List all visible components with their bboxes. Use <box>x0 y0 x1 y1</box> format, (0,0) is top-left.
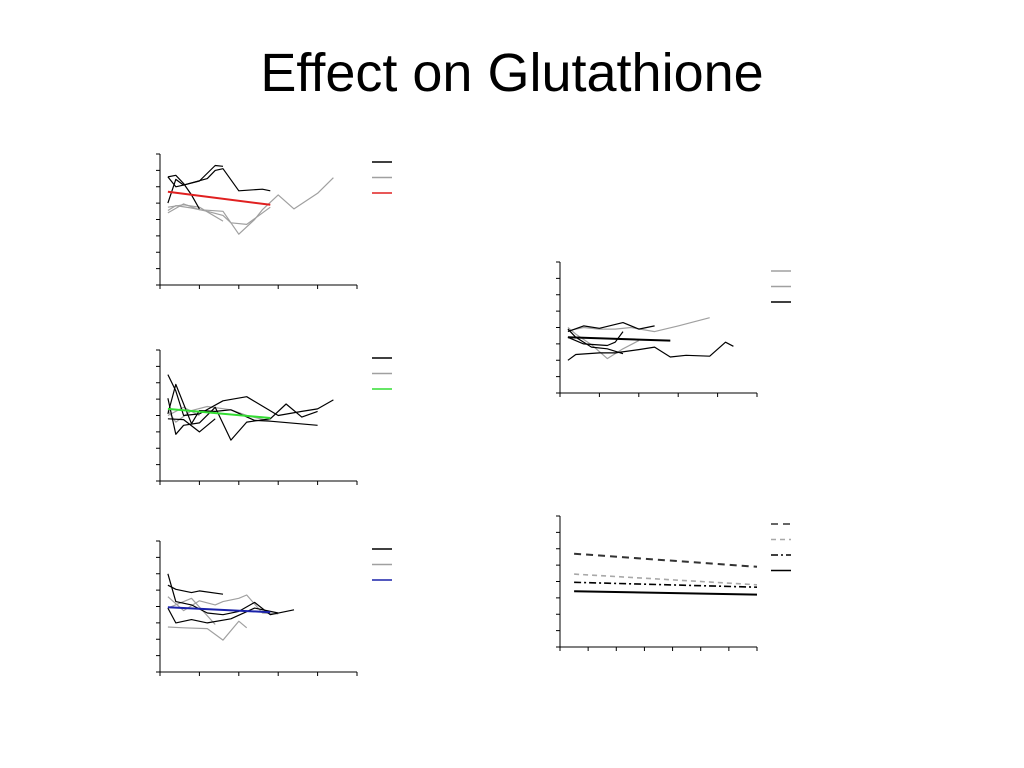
average-slope-line <box>167 407 271 419</box>
expired-individual-line <box>167 204 224 222</box>
individual-line <box>567 341 734 361</box>
chart-group-3 <box>156 349 392 485</box>
expired-individual-line <box>167 620 248 641</box>
individual-line <box>567 322 655 333</box>
expired-individual-line <box>167 205 271 225</box>
expired-individual-line <box>167 597 216 625</box>
series-group-3-line <box>574 573 758 586</box>
expired-individual-line <box>167 177 334 235</box>
individual-line <box>167 174 200 210</box>
individual-line <box>167 374 334 417</box>
slide-title: Effect on Glutathione <box>260 43 764 103</box>
average-slope-line <box>567 336 671 342</box>
chart-average-slopes <box>556 515 791 651</box>
chart-group-2 <box>156 153 392 289</box>
individual-line <box>167 398 318 441</box>
individual-line <box>167 168 271 192</box>
individual-line <box>167 383 318 426</box>
chart-group-4 <box>156 540 392 676</box>
average-slope-line <box>167 190 271 206</box>
expired-individual-line <box>167 406 200 417</box>
expired-individual-line <box>567 317 710 333</box>
individual-line <box>167 584 224 595</box>
expired-individual-line <box>567 327 640 360</box>
series-group-4-line <box>574 581 758 588</box>
individual-line <box>167 164 224 204</box>
individual-line <box>167 418 216 433</box>
series-group-5-line <box>574 590 758 596</box>
average-slope-line <box>167 606 271 614</box>
individual-line <box>167 607 279 624</box>
series-group-2-line <box>574 552 758 568</box>
individual-line <box>567 328 624 355</box>
chart-group-5 <box>556 261 791 397</box>
